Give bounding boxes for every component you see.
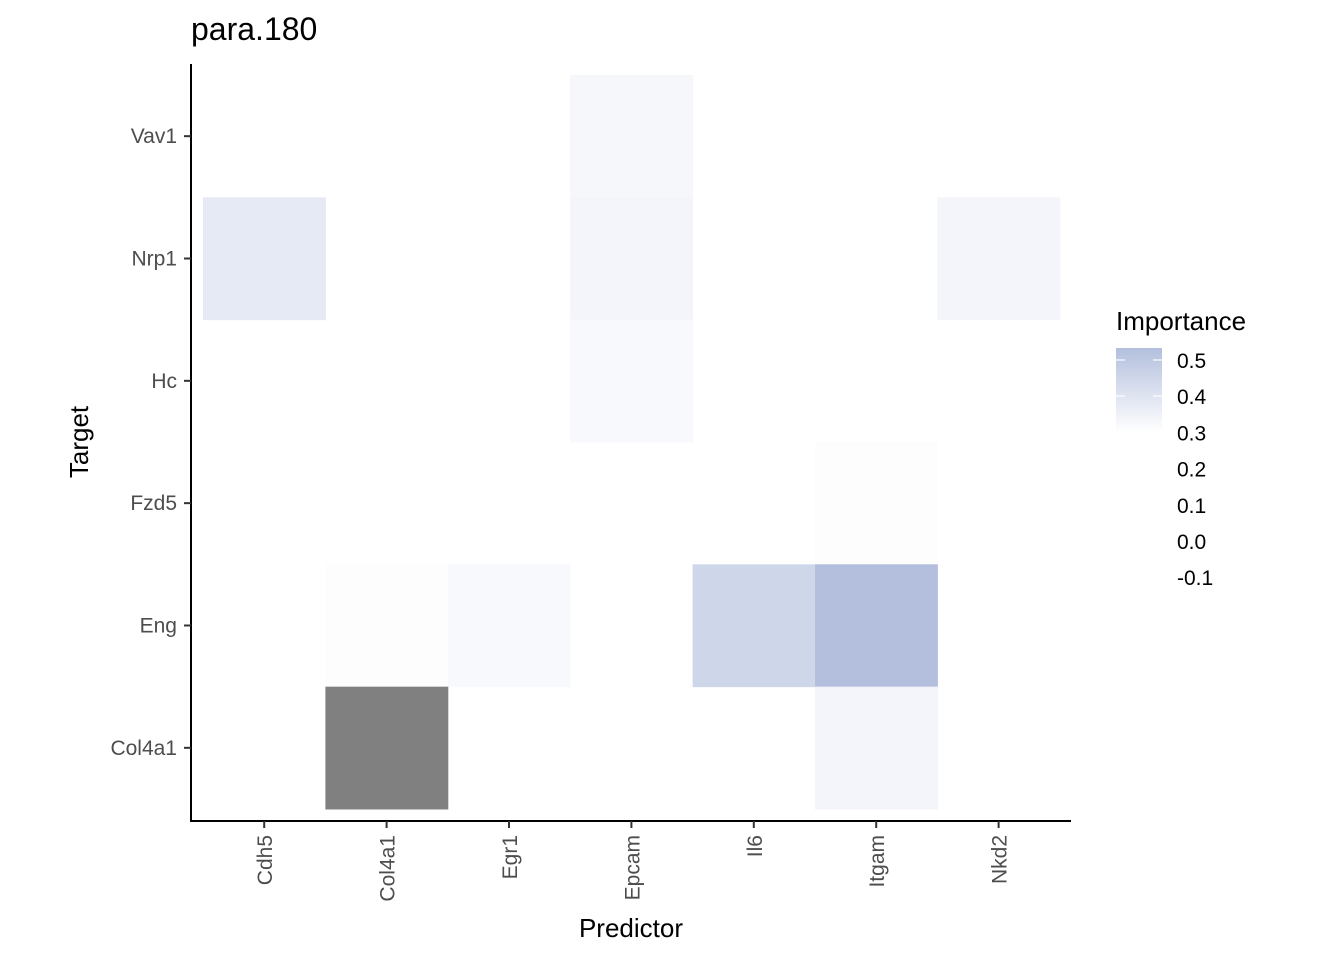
heatmap-cell <box>570 197 694 321</box>
heatmap-cell <box>570 75 694 198</box>
x-tick-label: Col4a1 <box>377 835 400 902</box>
x-tick-label: Egr1 <box>499 835 522 879</box>
chart-title: para.180 <box>191 11 317 47</box>
heatmap-cell <box>325 564 449 688</box>
x-axis-title: Predictor <box>579 913 683 943</box>
heatmap-cells <box>203 75 1061 810</box>
y-axis-title: Target <box>64 405 94 478</box>
heatmap-cell <box>692 564 816 688</box>
x-tick-label: Epcam <box>621 835 644 900</box>
legend-labels: 0.5 0.4 0.3 0.2 0.1 0.0 -0.1 <box>1177 350 1213 590</box>
heatmap-cell <box>815 441 938 565</box>
heatmap-cell <box>815 686 938 810</box>
x-tick-label: Nkd2 <box>989 835 1012 884</box>
y-tick-label: Eng <box>140 614 177 637</box>
legend-tick-label: 0.3 <box>1177 422 1206 445</box>
legend-tick-label: 0.4 <box>1177 386 1207 409</box>
heatmap-cell <box>815 564 938 688</box>
heatmap-cell <box>570 319 694 443</box>
heatmap-cell <box>937 197 1061 321</box>
legend-colorbar <box>1116 348 1162 432</box>
legend-tick-label: 0.1 <box>1177 495 1206 518</box>
legend: Importance 0.5 0.4 0.3 0.2 0.1 0.0 -0.1 <box>1116 306 1246 590</box>
heatmap-cell <box>203 197 326 321</box>
legend-tick-label: -0.1 <box>1177 567 1213 590</box>
y-tick-label: Col4a1 <box>110 737 177 760</box>
y-tick-label: Vav1 <box>131 125 177 148</box>
legend-tick-label: 0.5 <box>1177 350 1206 373</box>
y-tick-label: Fzd5 <box>130 492 177 515</box>
x-axis-ticks: Cdh5 Col4a1 Egr1 Epcam Il6 Itgam Nkd2 <box>254 821 1012 902</box>
legend-tick-label: 0.0 <box>1177 531 1206 554</box>
y-tick-label: Nrp1 <box>131 247 177 270</box>
x-tick-label: Il6 <box>744 835 767 857</box>
heatmap-cell <box>447 564 571 688</box>
y-tick-label: Hc <box>151 370 177 393</box>
legend-tick-label: 0.2 <box>1177 459 1206 482</box>
legend-title: Importance <box>1116 306 1246 336</box>
x-tick-label: Itgam <box>866 835 889 888</box>
x-tick-label: Cdh5 <box>254 835 277 885</box>
heatmap-cell <box>325 686 449 810</box>
y-axis-ticks: Vav1 Nrp1 Hc Fzd5 Eng Col4a1 <box>110 125 191 760</box>
